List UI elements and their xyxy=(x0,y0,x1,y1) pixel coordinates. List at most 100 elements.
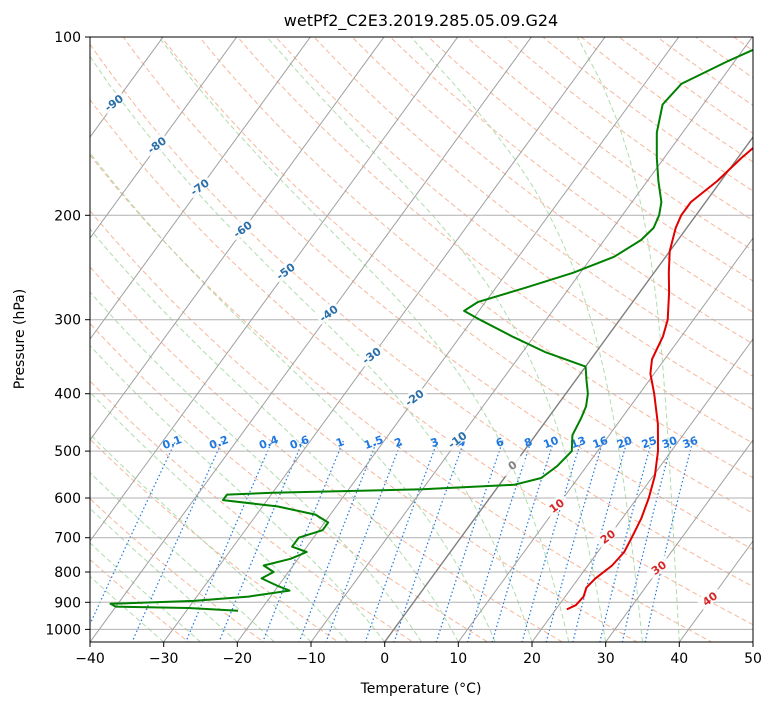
moist-adiabat xyxy=(90,344,386,642)
mixing-ratio-line xyxy=(621,440,673,642)
moist-adiabat xyxy=(410,37,643,642)
moist-adiabat xyxy=(90,507,238,642)
x-tick-label: 30 xyxy=(597,651,615,667)
isotherm xyxy=(236,37,680,642)
dry-adiabat xyxy=(90,154,713,642)
mixing-ratio-label: 2 xyxy=(393,435,405,450)
chart-title: wetPf2_C2E3.2019.285.05.09.G24 xyxy=(284,11,558,31)
isotherm xyxy=(457,237,753,642)
isotherm xyxy=(163,37,606,642)
x-tick-label: 50 xyxy=(744,651,762,667)
x-tick-label: −10 xyxy=(296,651,326,667)
isotherm xyxy=(90,37,532,642)
moist-adiabat xyxy=(158,37,570,642)
dry-adiabat xyxy=(504,37,753,222)
dry-adiabat xyxy=(160,37,753,514)
isotherm-label-bg xyxy=(443,427,470,451)
mixing-ratio-label: 20 xyxy=(615,434,634,452)
isotherm xyxy=(90,37,238,239)
x-tick-label: 40 xyxy=(670,651,688,667)
y-tick-label: 300 xyxy=(54,313,81,329)
moist-adiabats xyxy=(90,37,680,642)
isotherm-label-bg xyxy=(228,216,256,241)
dry-adiabat xyxy=(122,37,753,551)
dry-adiabat xyxy=(90,266,564,642)
dry-adiabat xyxy=(90,322,489,642)
isotherm xyxy=(605,439,753,642)
dry-adiabat xyxy=(90,43,753,588)
x-tick-label: 10 xyxy=(449,651,467,667)
mixing-ratio-line xyxy=(325,440,403,642)
moist-adiabat xyxy=(90,391,349,642)
mixing-ratio-label: 1.5 xyxy=(362,433,385,452)
dewpoint-line xyxy=(109,48,753,612)
dry-adiabat xyxy=(237,37,753,444)
y-tick-label: 700 xyxy=(54,531,81,547)
isotherm xyxy=(90,37,164,138)
dry-adiabat xyxy=(618,37,753,135)
dry-adiabat xyxy=(198,37,753,479)
mixing-ratio-label: 13 xyxy=(569,434,588,451)
y-tick-label: 600 xyxy=(54,491,81,507)
mixing-ratio-label: 10 xyxy=(542,434,561,452)
mixing-ratio-line xyxy=(644,440,694,642)
isotherm xyxy=(90,37,311,340)
mixing-ratio-line xyxy=(521,440,582,642)
mixing-ratio-line xyxy=(393,440,465,642)
mixing-ratio-line xyxy=(90,440,177,626)
x-tick-label: 0 xyxy=(380,651,389,667)
isotherm-label-bg xyxy=(644,554,672,579)
dry-adiabat xyxy=(427,37,753,282)
mixing-ratio-line xyxy=(298,440,378,642)
dry-adiabat xyxy=(732,37,753,52)
zero-isotherm xyxy=(383,135,753,642)
mixing-ratio-line xyxy=(185,440,273,642)
mixing-ratio-label: 0.2 xyxy=(207,433,230,452)
dry-adiabat xyxy=(771,10,775,654)
mixing-ratio-label: 1 xyxy=(334,435,346,450)
y-tick-label: 100 xyxy=(54,30,81,46)
isotherm xyxy=(531,338,753,642)
temperature-line xyxy=(566,146,753,611)
dry-adiabat xyxy=(313,37,753,377)
mixing-ratio-label: 0.6 xyxy=(288,433,311,452)
dry-adiabat xyxy=(90,498,265,642)
isotherm-label: -100 xyxy=(56,48,86,75)
isotherm xyxy=(678,540,753,642)
y-tick-label: 400 xyxy=(54,387,81,403)
x-tick-label: 20 xyxy=(523,651,541,667)
dry-adiabat xyxy=(351,37,753,345)
y-tick-label: 800 xyxy=(54,565,81,581)
x-axis-ticks: −40 −30 −20 −10 0 10 20 30 40 50 xyxy=(75,642,762,667)
y-tick-label: 1000 xyxy=(45,622,81,638)
moist-adiabat xyxy=(90,433,312,642)
mixing-ratio-label: 16 xyxy=(591,434,610,452)
moist-adiabat xyxy=(90,471,275,642)
isotherm-label-bg xyxy=(498,452,526,477)
isotherm-label-bg xyxy=(357,342,385,367)
dry-adiabat xyxy=(694,37,753,79)
isotherm-label-bg xyxy=(314,300,342,325)
mixing-ratio-label: 0.1 xyxy=(161,433,184,452)
isotherm xyxy=(90,37,385,441)
isotherm-label-bg xyxy=(695,585,723,610)
mixing-ratio-label: 0.4 xyxy=(257,433,280,452)
profile-series xyxy=(109,48,753,612)
moist-adiabat xyxy=(576,37,680,642)
plot-frame xyxy=(89,36,754,643)
mixing-ratio-label: 30 xyxy=(660,434,679,452)
mixing-ratio-label: 25 xyxy=(640,434,659,451)
dry-adiabat xyxy=(90,98,753,626)
isotherm-label-bg xyxy=(142,132,170,157)
mixing-ratio-label: 8 xyxy=(522,435,534,450)
plot-area: 0.10.20.40.611.52346810131620253036-100-… xyxy=(56,10,775,654)
mixing-ratio-line xyxy=(491,440,555,642)
isotherm-label-bg xyxy=(593,523,621,548)
mixing-ratio-lines xyxy=(90,440,694,642)
moist-adiabat xyxy=(90,542,201,642)
mixing-ratio-line xyxy=(466,440,532,642)
y-axis-title: Pressure (hPa) xyxy=(12,289,28,389)
y-tick-label: 900 xyxy=(54,595,81,611)
mixing-ratio-line xyxy=(262,440,344,642)
moist-adiabat xyxy=(90,151,496,642)
